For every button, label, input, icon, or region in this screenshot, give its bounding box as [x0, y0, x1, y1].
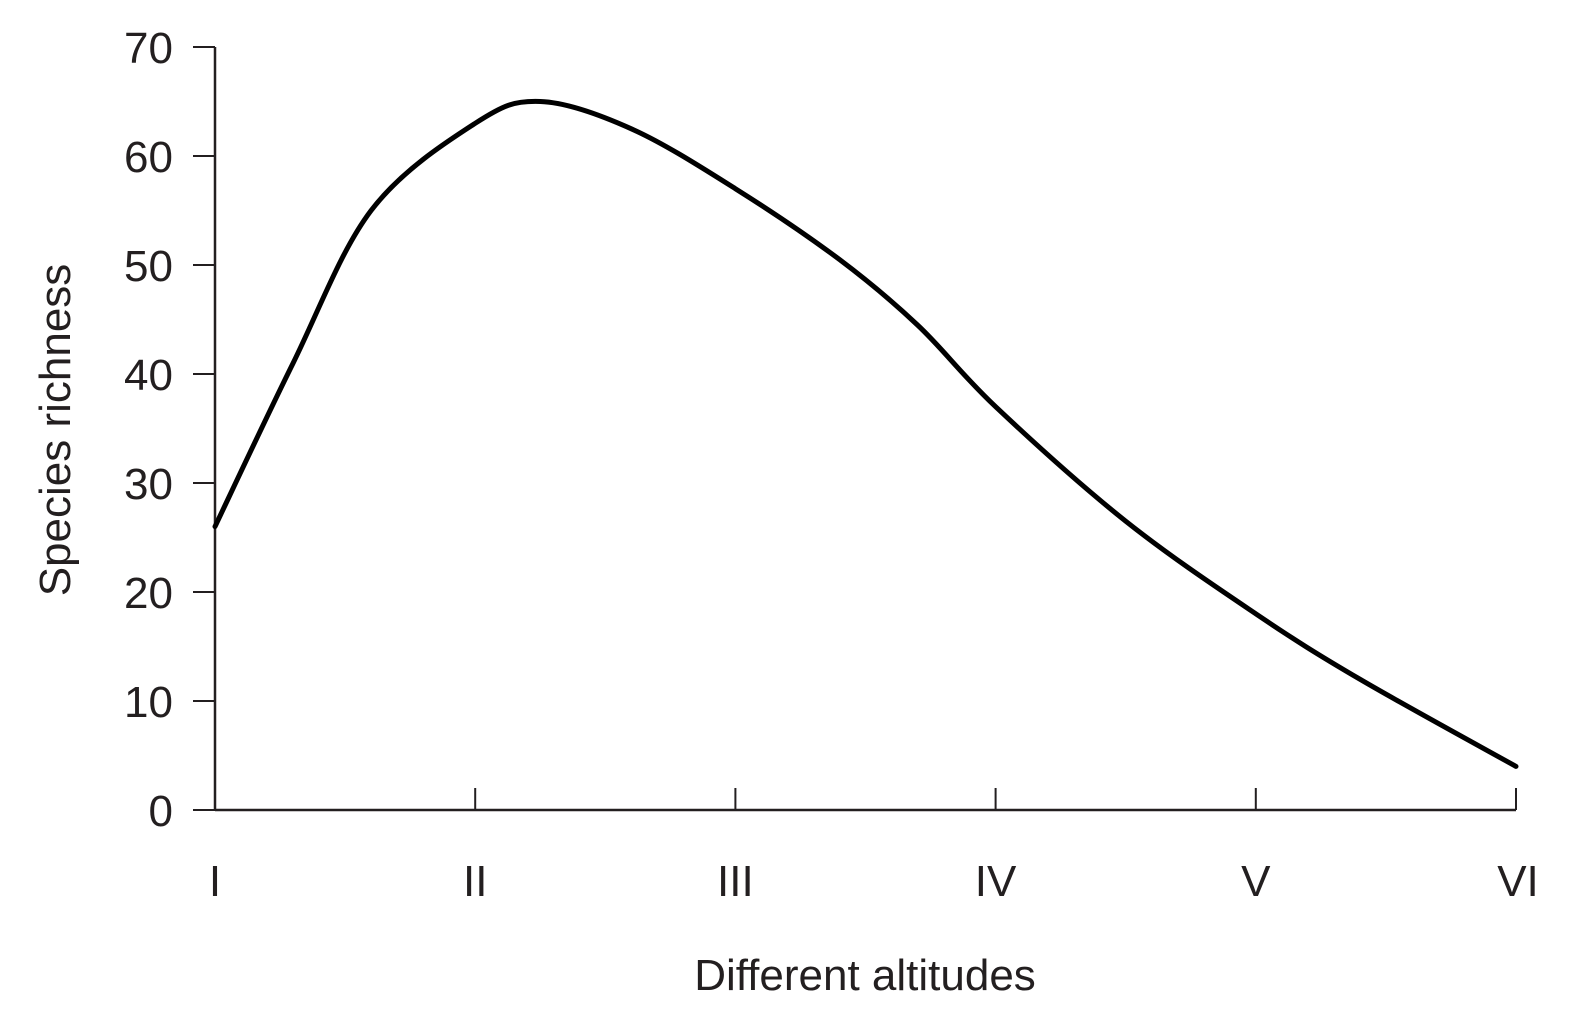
y-tick-label: 70: [124, 24, 173, 73]
y-axis-title: Species richness: [31, 264, 80, 597]
x-tick-label: I: [209, 857, 221, 906]
y-tick-label: 30: [124, 460, 173, 509]
x-tick-label: II: [463, 857, 487, 906]
y-tick-label: 40: [124, 351, 173, 400]
y-tick-label: 0: [149, 787, 173, 836]
x-axis-ticks: I II III IV V VI: [209, 788, 1539, 906]
y-axis-ticks: 0 10 20 30 40 50 60 70: [124, 24, 215, 836]
x-tick-label: III: [717, 857, 754, 906]
species-richness-line: [212, 98, 1519, 769]
y-tick-label: 10: [124, 678, 173, 727]
x-axis-title: Different altitudes: [694, 951, 1036, 1000]
x-tick-label: V: [1241, 857, 1271, 906]
y-tick-label: 20: [124, 569, 173, 618]
y-tick-label: 60: [124, 133, 173, 182]
y-tick-label: 50: [124, 242, 173, 291]
x-tick-label: IV: [975, 857, 1017, 906]
x-tick-label: VI: [1497, 857, 1539, 906]
